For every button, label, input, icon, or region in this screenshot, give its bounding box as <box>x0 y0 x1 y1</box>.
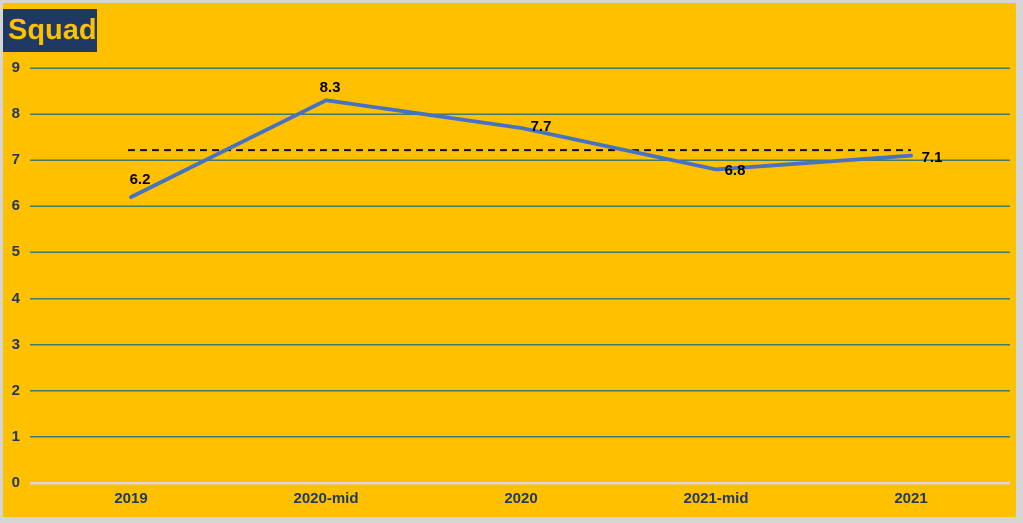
x-axis-label: 2020 <box>504 490 538 507</box>
x-axis-label: 2019 <box>114 490 148 507</box>
y-axis-label: 6 <box>11 197 20 215</box>
x-axis-label: 2020-mid <box>293 490 359 507</box>
y-axis-label: 5 <box>11 243 20 261</box>
y-axis-label: 7 <box>11 151 20 169</box>
chart-title: Squad <box>8 14 97 46</box>
series-line <box>129 98 913 200</box>
y-axis-label: 3 <box>11 335 20 353</box>
data-point-label: 7.7 <box>530 117 552 135</box>
x-axis-label: 2021 <box>894 490 928 507</box>
x-axis-label: 2021-mid <box>683 490 749 507</box>
data-point-label: 7.1 <box>921 148 943 166</box>
y-axis-label: 4 <box>11 289 20 307</box>
chart-background-panel <box>3 3 1016 517</box>
y-axis-label: 0 <box>11 474 20 491</box>
y-axis-label: 1 <box>11 427 20 445</box>
y-axis-label: 8 <box>11 105 20 123</box>
data-point-label: 6.2 <box>129 171 151 189</box>
y-axis-label: 2 <box>11 381 20 399</box>
data-point-label: 6.8 <box>724 162 746 180</box>
chart-title-box: Squad <box>3 9 97 52</box>
y-axis-label: 9 <box>11 59 20 76</box>
data-point-label: 8.3 <box>319 79 341 97</box>
